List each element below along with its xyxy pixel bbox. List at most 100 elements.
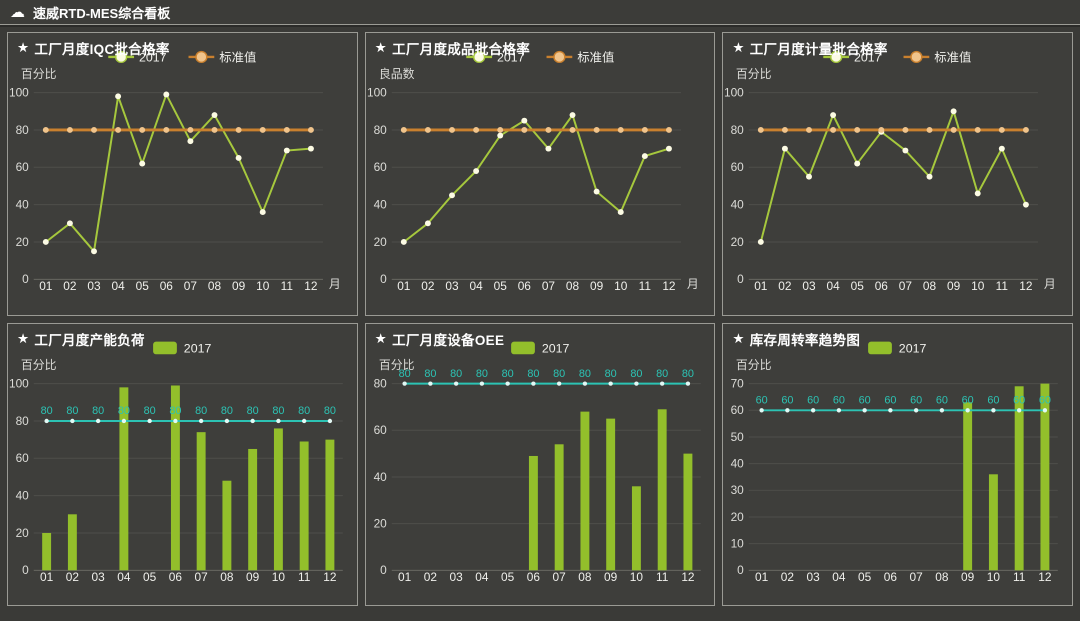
data-point-marker — [999, 145, 1006, 152]
x-tick-label: 07 — [552, 570, 565, 584]
y-tick-label: 40 — [16, 198, 30, 212]
data-point-marker — [91, 127, 97, 133]
bar-month-04 — [119, 386, 129, 570]
y-tick-label: 60 — [731, 160, 745, 174]
x-tick-label: 08 — [566, 279, 580, 293]
bar-month-06 — [528, 455, 538, 570]
data-point-marker — [1023, 127, 1030, 133]
data-point-marker — [163, 127, 170, 133]
legend-item-标准值[interactable]: 标准值 — [188, 49, 257, 64]
legend-item-2017[interactable]: 2017 — [108, 50, 167, 64]
x-axis-name: 月 — [1044, 277, 1056, 291]
x-tick-label: 09 — [246, 570, 259, 584]
x-tick-label: 04 — [827, 279, 841, 293]
x-tick-label: 03 — [803, 279, 817, 293]
data-point-marker — [250, 418, 255, 423]
x-tick-label: 05 — [136, 279, 150, 293]
y-tick-label: 80 — [373, 376, 387, 390]
data-point-marker — [830, 112, 837, 118]
x-tick-label: 10 — [614, 279, 628, 293]
legend-marker-swatch — [472, 50, 486, 64]
data-point-marker — [641, 153, 648, 160]
y-tick-label: 40 — [16, 488, 30, 502]
x-tick-label: 12 — [1020, 279, 1033, 293]
data-point-marker — [633, 380, 639, 386]
y-tick-label: 20 — [731, 509, 745, 523]
data-point-marker — [448, 127, 455, 133]
x-tick-label: 08 — [936, 570, 950, 584]
legend-label: 2017 — [139, 50, 167, 64]
data-point-marker — [926, 127, 933, 133]
x-tick-label: 08 — [923, 279, 937, 293]
legend-item-标准值[interactable]: 标准值 — [903, 49, 972, 64]
bar-month-09 — [963, 401, 973, 570]
data-point-label: 60 — [782, 394, 794, 406]
chart-title-capacity-load: 工厂月度产能负荷 — [34, 332, 145, 348]
legend-item-2017[interactable]: 2017 — [465, 50, 524, 64]
star-icon: ★ — [732, 40, 745, 55]
y-tick-label: 80 — [16, 413, 30, 427]
x-tick-label: 07 — [910, 570, 923, 584]
x-tick-label: 09 — [604, 570, 617, 584]
data-point-marker — [173, 418, 178, 423]
app-title: 速威RTD-MES综合看板 — [33, 5, 171, 21]
data-point-label: 60 — [1013, 394, 1025, 406]
data-point-marker — [211, 127, 218, 133]
data-point-marker — [448, 192, 455, 199]
data-point-marker — [479, 380, 484, 386]
x-tick-label: 06 — [169, 570, 183, 584]
data-point-marker — [758, 239, 765, 245]
legend-item-2017[interactable]: 2017 — [823, 50, 882, 64]
x-tick-label: 07 — [541, 279, 554, 293]
chart-title-finished-product-pass-rate: 工厂月度成品批合格率 — [392, 42, 531, 57]
data-point-marker — [782, 145, 789, 152]
legend-item-2017[interactable]: 2017 — [510, 341, 569, 355]
y-tick-label: 40 — [731, 198, 745, 212]
data-point-label: 60 — [807, 394, 819, 406]
x-tick-label: 04 — [475, 570, 489, 584]
data-point-label: 80 — [424, 367, 436, 379]
y-tick-label: 100 — [367, 86, 387, 100]
x-tick-label: 09 — [590, 279, 603, 293]
legend-label: 标准值 — [935, 49, 972, 64]
data-point-marker — [121, 418, 127, 423]
x-tick-label: 02 — [66, 570, 79, 584]
x-tick-label: 09 — [232, 279, 245, 293]
data-point-label: 60 — [833, 394, 845, 406]
y-tick-label: 40 — [731, 456, 745, 470]
data-point-label: 80 — [324, 405, 336, 417]
data-point-marker — [854, 160, 861, 167]
legend-item-2017[interactable]: 2017 — [153, 341, 211, 355]
data-point-marker — [975, 190, 982, 197]
data-point-marker — [530, 380, 536, 386]
data-point-marker — [811, 407, 816, 412]
legend-item-2017[interactable]: 2017 — [868, 341, 927, 355]
y-tick-label: 60 — [16, 451, 30, 465]
x-tick-label: 10 — [971, 279, 985, 293]
capacity-load-chart: 0 20 40 60 80 100 百分比 01 02 03 04 05 06 07 08 09 10 11 12 8… — [9, 341, 343, 584]
data-point-marker — [276, 418, 281, 423]
data-point-marker — [139, 127, 146, 133]
bar-month-08 — [580, 411, 590, 570]
data-point-marker — [569, 112, 576, 118]
data-point-marker — [902, 147, 909, 154]
data-point-label: 80 — [604, 367, 616, 379]
data-point-marker — [806, 173, 813, 180]
y-tick-label: 20 — [16, 525, 30, 539]
bar-month-01 — [42, 532, 52, 570]
app-titlebar: ☁ 速威RTD-MES综合看板 — [0, 0, 1080, 25]
legend-item-标准值[interactable]: 标准值 — [546, 49, 614, 64]
x-tick-label: 02 — [779, 279, 792, 293]
y-tick-label: 80 — [731, 123, 745, 137]
bar-month-11 — [1015, 385, 1024, 570]
data-point-marker — [659, 380, 665, 386]
data-point-marker — [965, 407, 971, 412]
x-tick-label: 05 — [858, 570, 872, 584]
chart-title-inventory-turnover: 库存周转率趋势图 — [749, 332, 861, 348]
data-point-marker — [259, 127, 266, 133]
x-tick-label: 01 — [755, 570, 768, 584]
legend-label: 标准值 — [219, 49, 256, 64]
data-point-label: 60 — [859, 394, 871, 406]
data-point-marker — [782, 127, 789, 133]
x-tick-label: 01 — [40, 570, 53, 584]
